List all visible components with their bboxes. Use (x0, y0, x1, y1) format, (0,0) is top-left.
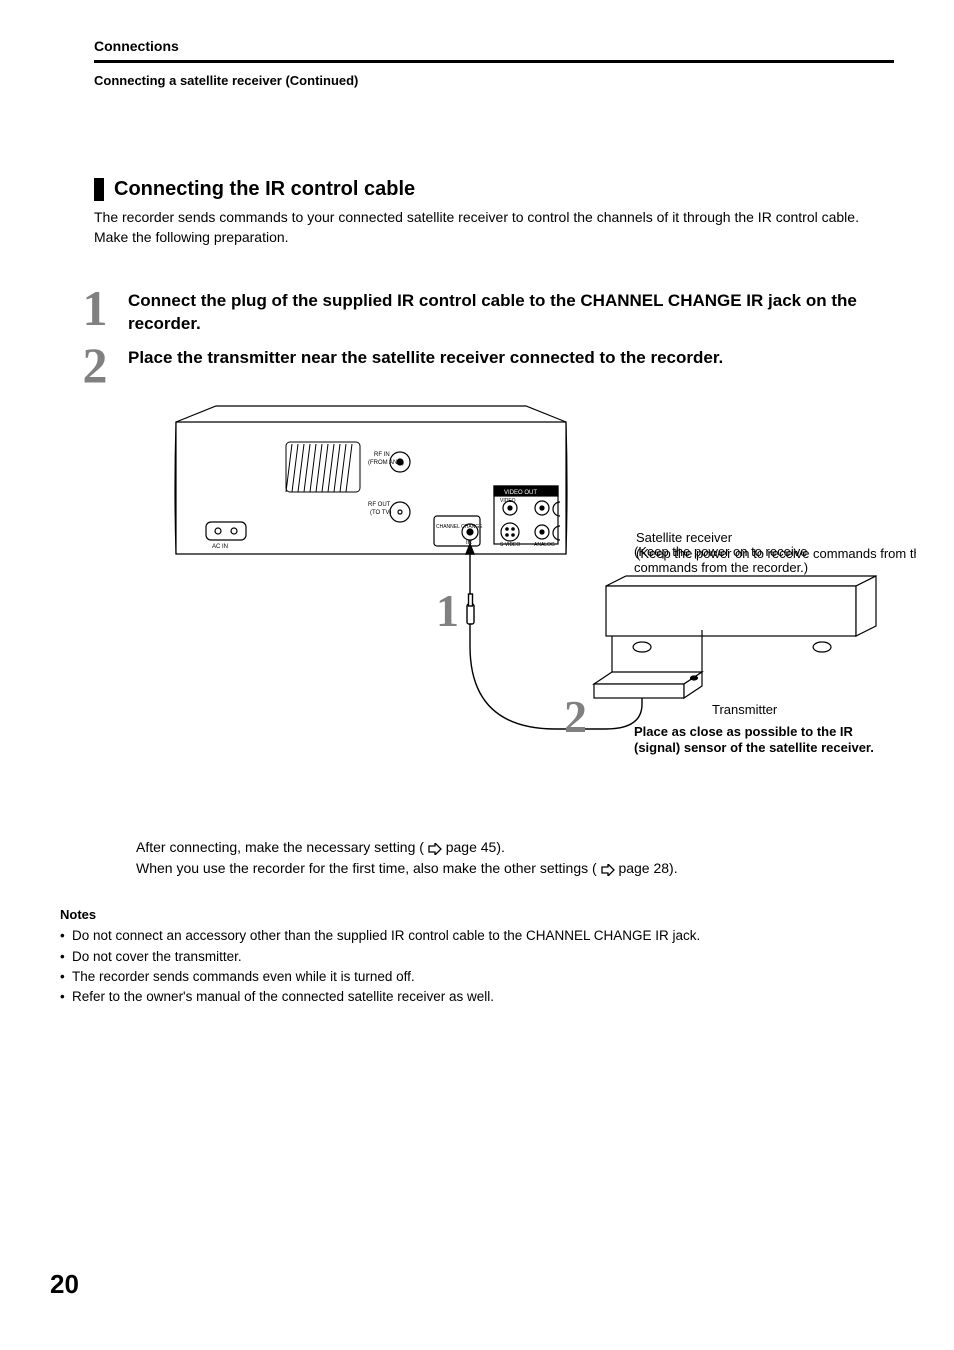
section-title: Connecting the IR control cable (114, 178, 894, 201)
page-ref-arrow-icon (601, 864, 615, 876)
label-sat-receiver: Satellite receiver (636, 530, 733, 545)
intro-paragraph: The recorder sends commands to your conn… (94, 207, 894, 248)
after-line1a: After connecting, make the necessary set… (136, 839, 424, 855)
step-2-text: Place the transmitter near the satellite… (128, 343, 723, 370)
header-section: Connections (94, 38, 894, 54)
connection-diagram: RF IN (FROM ANT.) RF OUT (TO TV) AC IN C… (136, 394, 894, 819)
section-title-block: Connecting the IR control cable (94, 178, 894, 201)
notes-heading: Notes (60, 907, 894, 922)
notes-list: Do not connect an accessory other than t… (60, 926, 894, 1007)
label-transmitter: Transmitter (712, 702, 778, 717)
after-line1b: page 45). (446, 839, 505, 855)
step-2-number: 2 (68, 343, 122, 388)
label-place-note: Place as close as possible to the IR (si… (634, 724, 882, 757)
after-connecting-text: After connecting, make the necessary set… (136, 837, 894, 879)
step-1-text: Connect the plug of the supplied IR cont… (128, 286, 894, 336)
step-1: 1 Connect the plug of the supplied IR co… (94, 286, 894, 336)
label-svideo: S VIDEO (500, 542, 520, 548)
label-ac-in: AC IN (212, 544, 228, 550)
label-rf-in-sub: (FROM ANT.) (368, 460, 404, 466)
step-2: 2 Place the transmitter near the satelli… (94, 343, 894, 388)
after-line2a: When you use the recorder for the first … (136, 860, 597, 876)
label-video-out: VIDEO OUT (504, 490, 537, 496)
after-line2b: page 28). (618, 860, 677, 876)
label-video: VIDEO (500, 498, 516, 504)
header-rule (94, 60, 894, 63)
label-rf-out: RF OUT (368, 502, 391, 508)
header-subsection: Connecting a satellite receiver (Continu… (94, 73, 894, 88)
note-item: Refer to the owner's manual of the conne… (60, 987, 894, 1007)
label-rf-out-sub: (TO TV) (370, 510, 391, 516)
diagram-num-1: 1 (436, 585, 459, 636)
label-analog: ANALOG (534, 542, 555, 548)
label-rf-in: RF IN (374, 452, 390, 458)
diagram-svg: RF IN (FROM ANT.) RF OUT (TO TV) AC IN C… (136, 394, 916, 814)
note-item: Do not connect an accessory other than t… (60, 926, 894, 946)
page-ref-arrow-icon (428, 843, 442, 855)
note-item: The recorder sends commands even while i… (60, 967, 894, 987)
label-sat-note: (Keep the power on to receive commands f… (634, 544, 864, 575)
page-number: 20 (50, 1269, 79, 1300)
note-item: Do not cover the transmitter. (60, 947, 894, 967)
diagram-num-2: 2 (564, 691, 587, 742)
step-1-number: 1 (68, 286, 122, 331)
label-channel-change: CHANNEL CHANGE (436, 524, 483, 530)
